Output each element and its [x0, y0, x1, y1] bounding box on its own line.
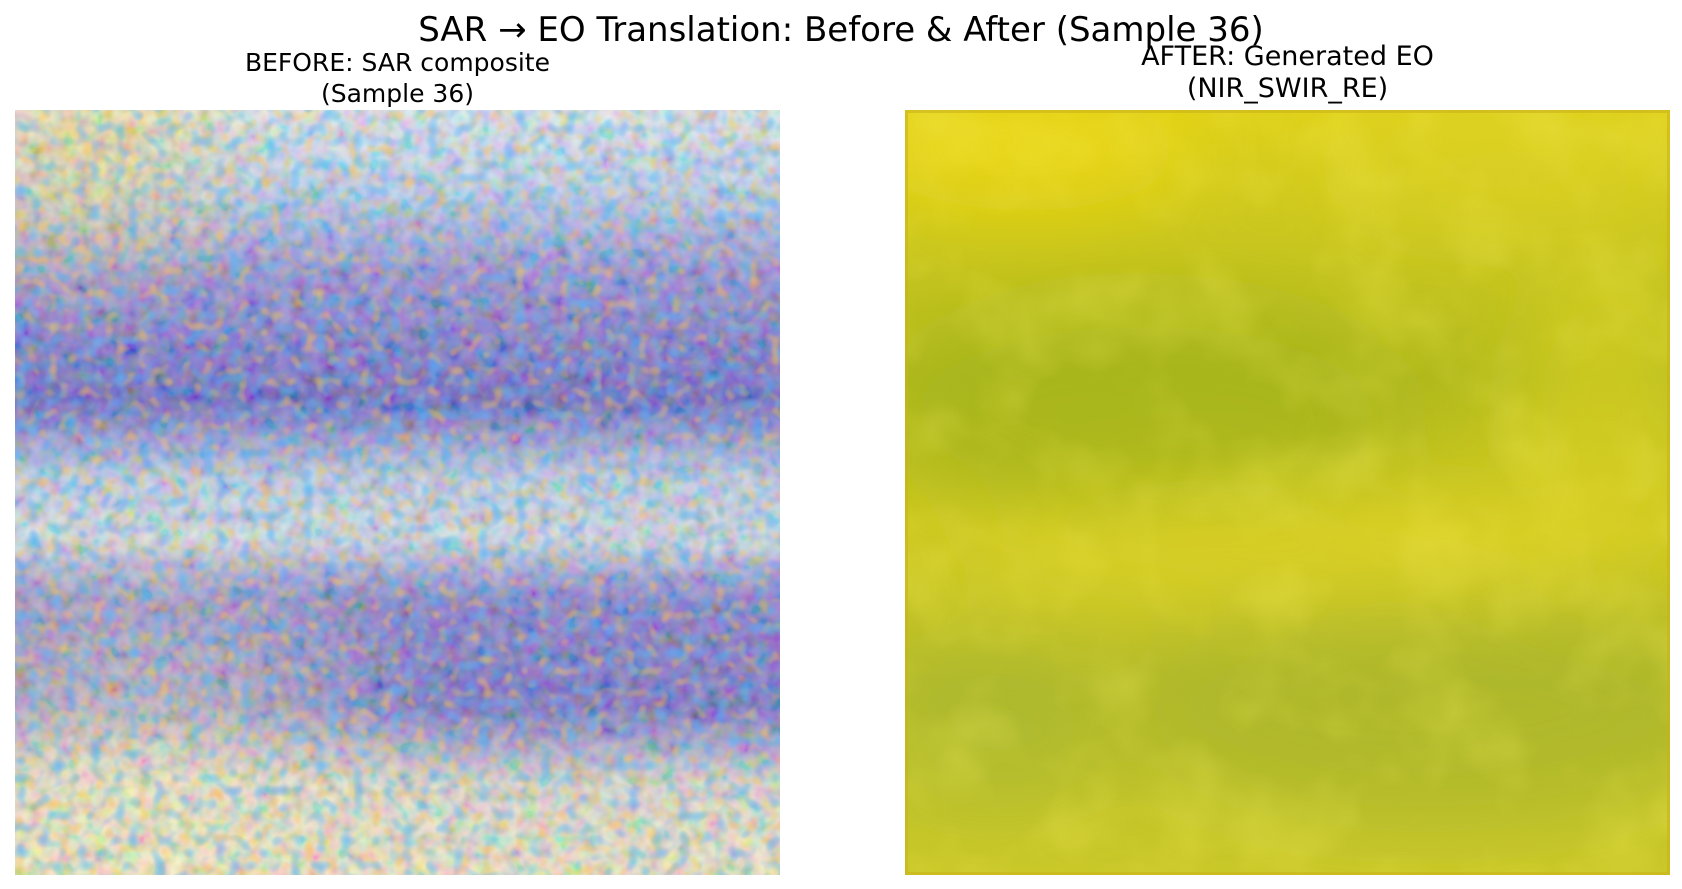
eo-edge	[905, 110, 1670, 875]
before-title-line2: (Sample 36)	[320, 79, 474, 108]
sar-image-svg	[15, 110, 780, 875]
before-panel-title: BEFORE: SAR composite (Sample 36)	[15, 47, 780, 109]
sar-composite-image	[15, 110, 780, 875]
after-title-line2: (NIR_SWIR_RE)	[1186, 73, 1389, 104]
figure-title: SAR → EO Translation: Before & After (Sa…	[418, 10, 1264, 50]
generated-eo-image	[905, 110, 1670, 875]
eo-image-svg	[905, 110, 1670, 875]
before-title-line1: BEFORE: SAR composite	[244, 48, 550, 77]
sar-blue-speckle	[15, 110, 780, 875]
eo-texture	[905, 110, 1670, 875]
after-panel-title: AFTER: Generated EO (NIR_SWIR_RE)	[905, 41, 1670, 105]
after-title-line1: AFTER: Generated EO	[1141, 41, 1434, 72]
